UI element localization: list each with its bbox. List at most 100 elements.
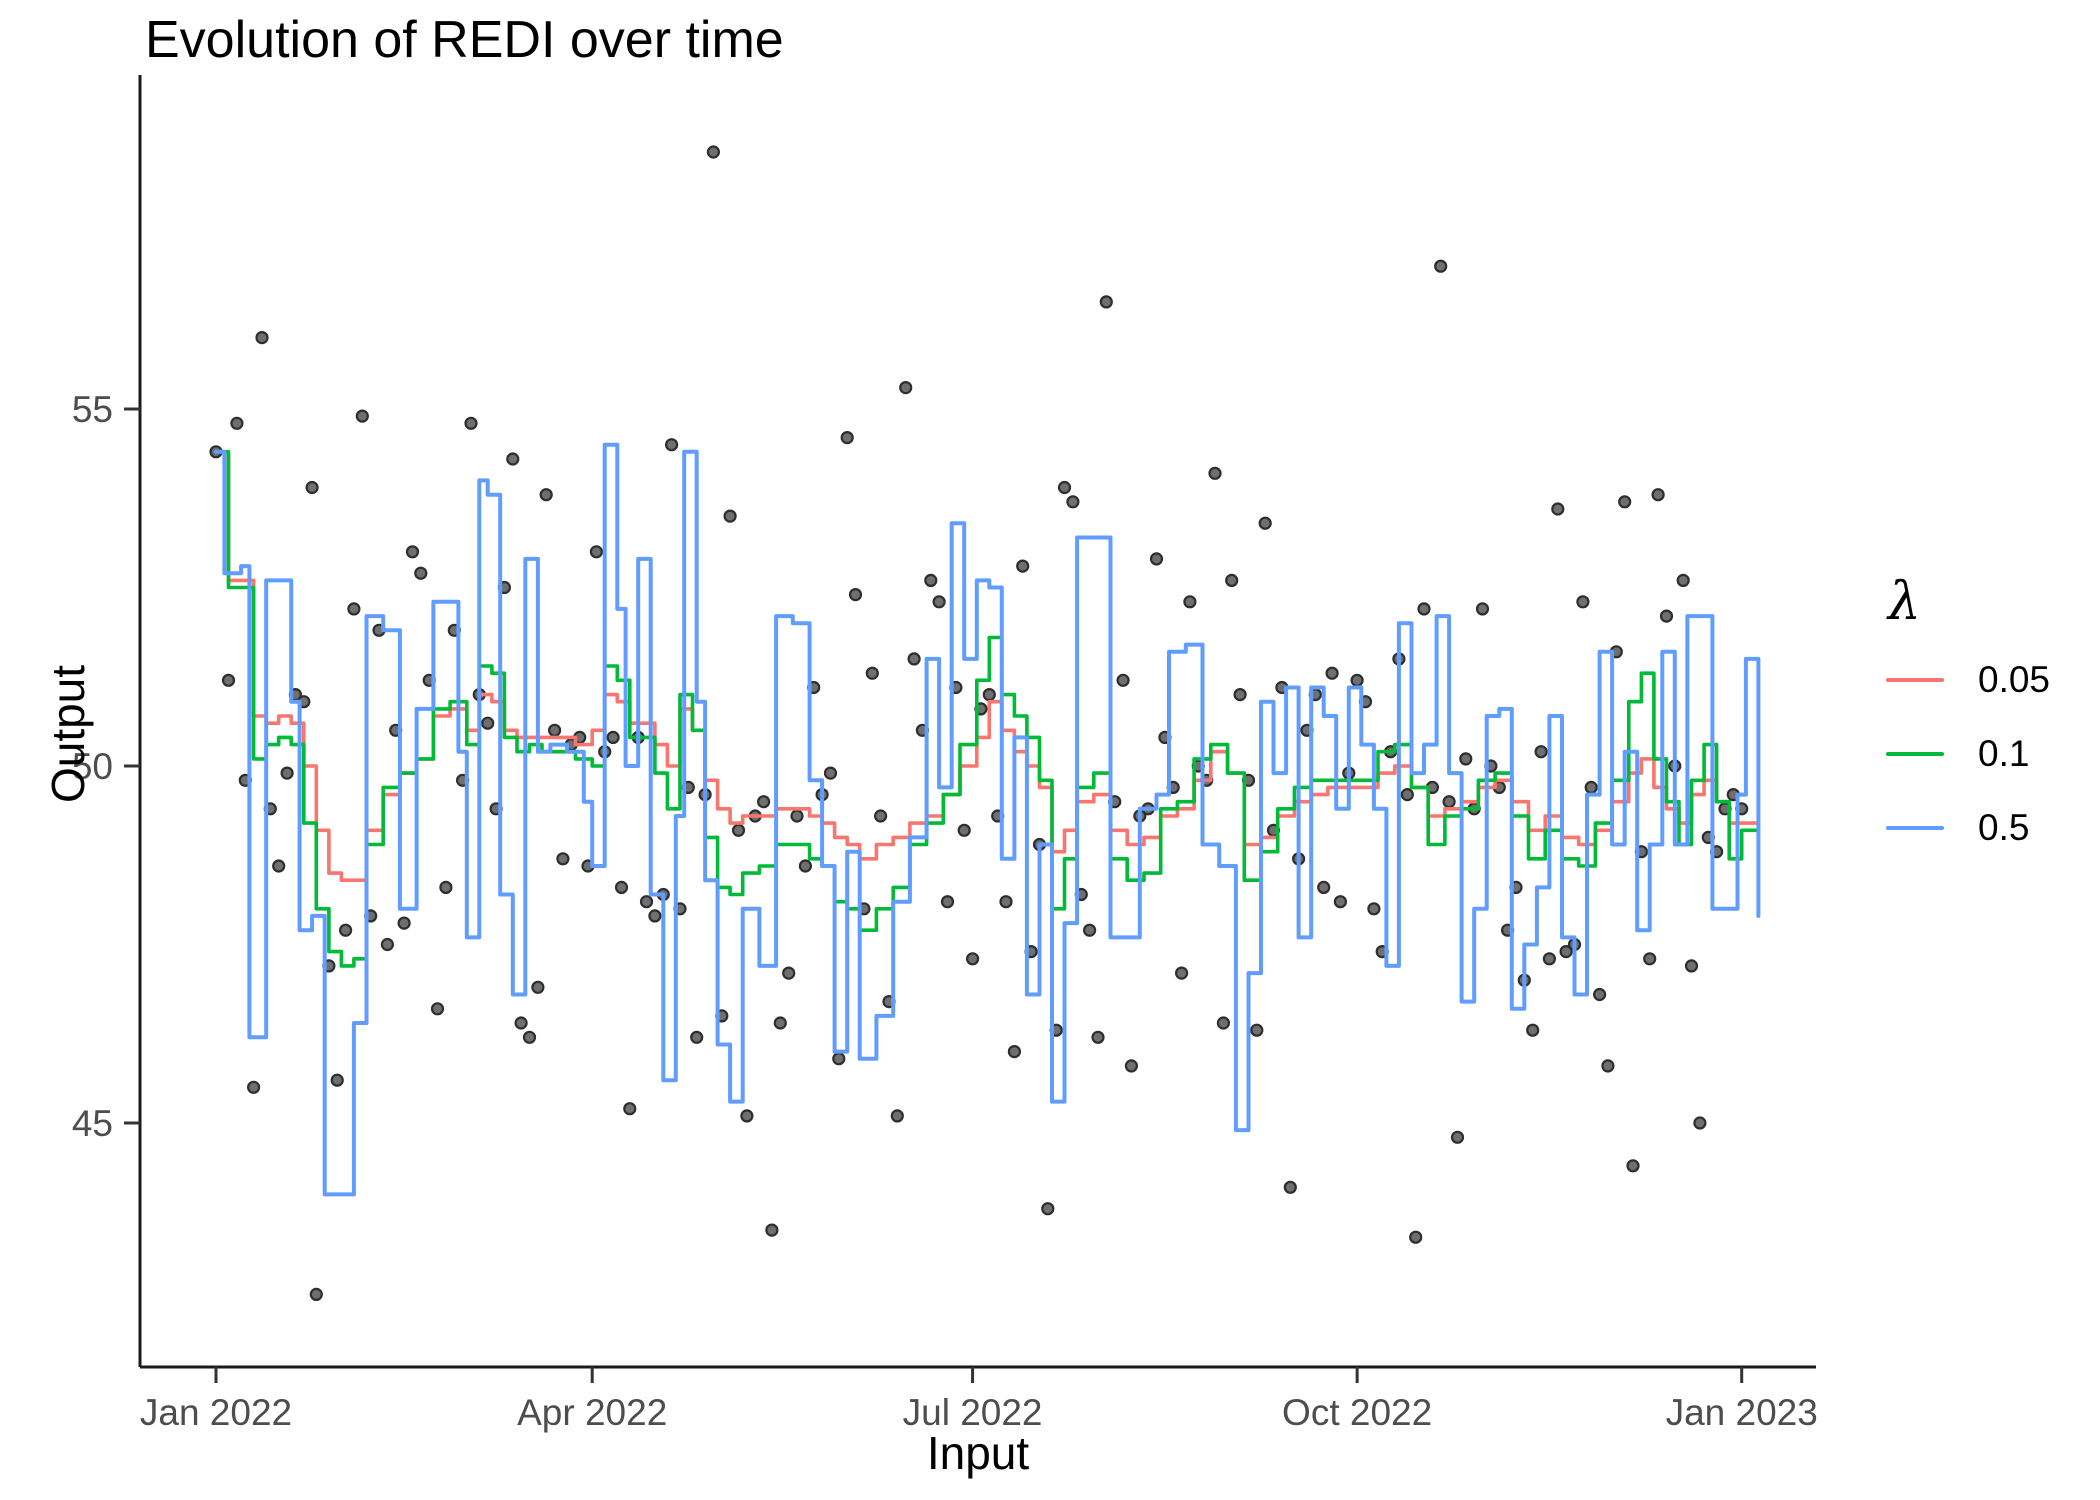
scatter-point: [1007, 1044, 1022, 1059]
scatter-point: [1526, 1023, 1540, 1037]
scatter-point: [439, 880, 453, 895]
scatter-point: [1333, 895, 1348, 909]
scatter-point: [1475, 602, 1490, 616]
scatter-point: [1409, 1230, 1423, 1244]
scatter-point: [790, 809, 804, 823]
scatter-point: [940, 895, 955, 909]
scatter-point: [1676, 573, 1690, 588]
scatter-point: [1626, 1159, 1640, 1173]
scatter-point: [1576, 595, 1590, 609]
scatter-point: [639, 895, 654, 909]
scatter-point: [1651, 488, 1665, 502]
scatter-point: [1099, 295, 1113, 309]
scatter-point: [1124, 1059, 1139, 1073]
scatter-point: [740, 1109, 754, 1123]
legend-swatch-005: [1886, 678, 1944, 682]
scatter-point: [1534, 745, 1548, 759]
scatter-point: [1417, 602, 1431, 616]
series-line-0.5: [214, 442, 1761, 1197]
scatter-point: [873, 809, 888, 823]
scatter-point: [397, 916, 411, 930]
chart-title: Evolution of REDI over time: [145, 11, 784, 69]
legend-label-05: 0.5: [1978, 807, 2030, 848]
scatter-point: [514, 1016, 528, 1030]
scatter-point: [1233, 687, 1247, 702]
scatter-point: [305, 480, 319, 495]
scatter-point: [1601, 1059, 1615, 1073]
legend-title-lambda: λ: [1888, 572, 1921, 632]
scatter-point: [1434, 259, 1448, 273]
scatter-point: [255, 331, 269, 345]
scatter-point: [765, 1223, 779, 1237]
scatter-point: [1057, 480, 1072, 495]
scatter-point: [823, 766, 838, 780]
scatter-point: [1367, 902, 1381, 916]
scatter-point: [1693, 1116, 1707, 1130]
scatter-point: [1542, 952, 1557, 966]
scatter-point: [932, 595, 946, 609]
scatter-point: [782, 966, 796, 980]
scatter-point: [556, 852, 570, 866]
scatter-point: [1325, 666, 1339, 680]
scatter-point: [1592, 987, 1607, 1002]
scatter-point: [999, 895, 1013, 909]
legend-item-05: 0.5: [1886, 807, 2050, 848]
scatter-point: [1091, 1030, 1105, 1044]
y-tick-label: 45: [72, 1103, 113, 1144]
scatter-point: [1450, 1130, 1465, 1144]
legend: λ 0.05 0.1 0.5: [1886, 572, 2050, 884]
scatter-point: [430, 1002, 445, 1016]
scatter-point: [1225, 573, 1239, 588]
scatter-point: [648, 909, 662, 923]
scatter-point: [280, 766, 294, 780]
legend-swatch-05: [1886, 826, 1944, 830]
scatter-point: [531, 980, 545, 994]
scatter-point: [848, 587, 863, 602]
scatter-point: [1400, 787, 1414, 802]
scatter-point: [731, 823, 746, 837]
legend-item-01: 0.1: [1886, 733, 2050, 774]
scatter-point: [414, 566, 428, 580]
legend-label-01: 0.1: [1978, 733, 2030, 774]
scatter-point: [890, 1109, 904, 1123]
scatter-point: [1041, 1202, 1055, 1216]
scatter-point: [1208, 466, 1222, 480]
scatter-point: [1442, 795, 1456, 809]
scatter-point: [840, 431, 854, 445]
scatter-point: [272, 859, 286, 873]
scatter-point: [380, 937, 394, 952]
scatter-point: [723, 509, 737, 523]
x-tick-label: Apr 2022: [517, 1392, 667, 1433]
scatter-point: [756, 795, 771, 809]
scatter-point: [623, 1102, 637, 1116]
scatter-point: [1551, 502, 1565, 516]
scatter-point: [355, 409, 369, 423]
scatter-point: [706, 145, 721, 159]
scatter-point: [1659, 609, 1674, 623]
scatter-point: [965, 952, 980, 966]
scatter-point: [539, 488, 553, 502]
scatter-point: [1584, 780, 1598, 795]
series-line-0.1: [214, 450, 1761, 968]
scatter-point: [1684, 959, 1699, 973]
scatter-point: [606, 730, 620, 745]
scatter-point: [309, 1287, 323, 1302]
scatter-point: [464, 416, 478, 430]
scatter-point: [957, 823, 971, 837]
scatter-point: [1066, 495, 1080, 509]
scatter-point: [481, 716, 495, 730]
scatter-point: [522, 1030, 537, 1044]
scatter-point: [899, 381, 913, 395]
y-tick-label: 50: [72, 746, 113, 787]
y-tick-label: 55: [72, 389, 113, 430]
x-tick-label: Jan 2023: [1666, 1392, 1818, 1433]
scatter-point: [1559, 944, 1573, 959]
legend-label-005: 0.05: [1978, 659, 2051, 700]
scatter-point: [230, 416, 244, 430]
scatter-point: [832, 1052, 846, 1066]
scatter-point: [907, 652, 921, 666]
scatter-point: [1082, 923, 1097, 937]
scatter-point: [347, 602, 361, 616]
